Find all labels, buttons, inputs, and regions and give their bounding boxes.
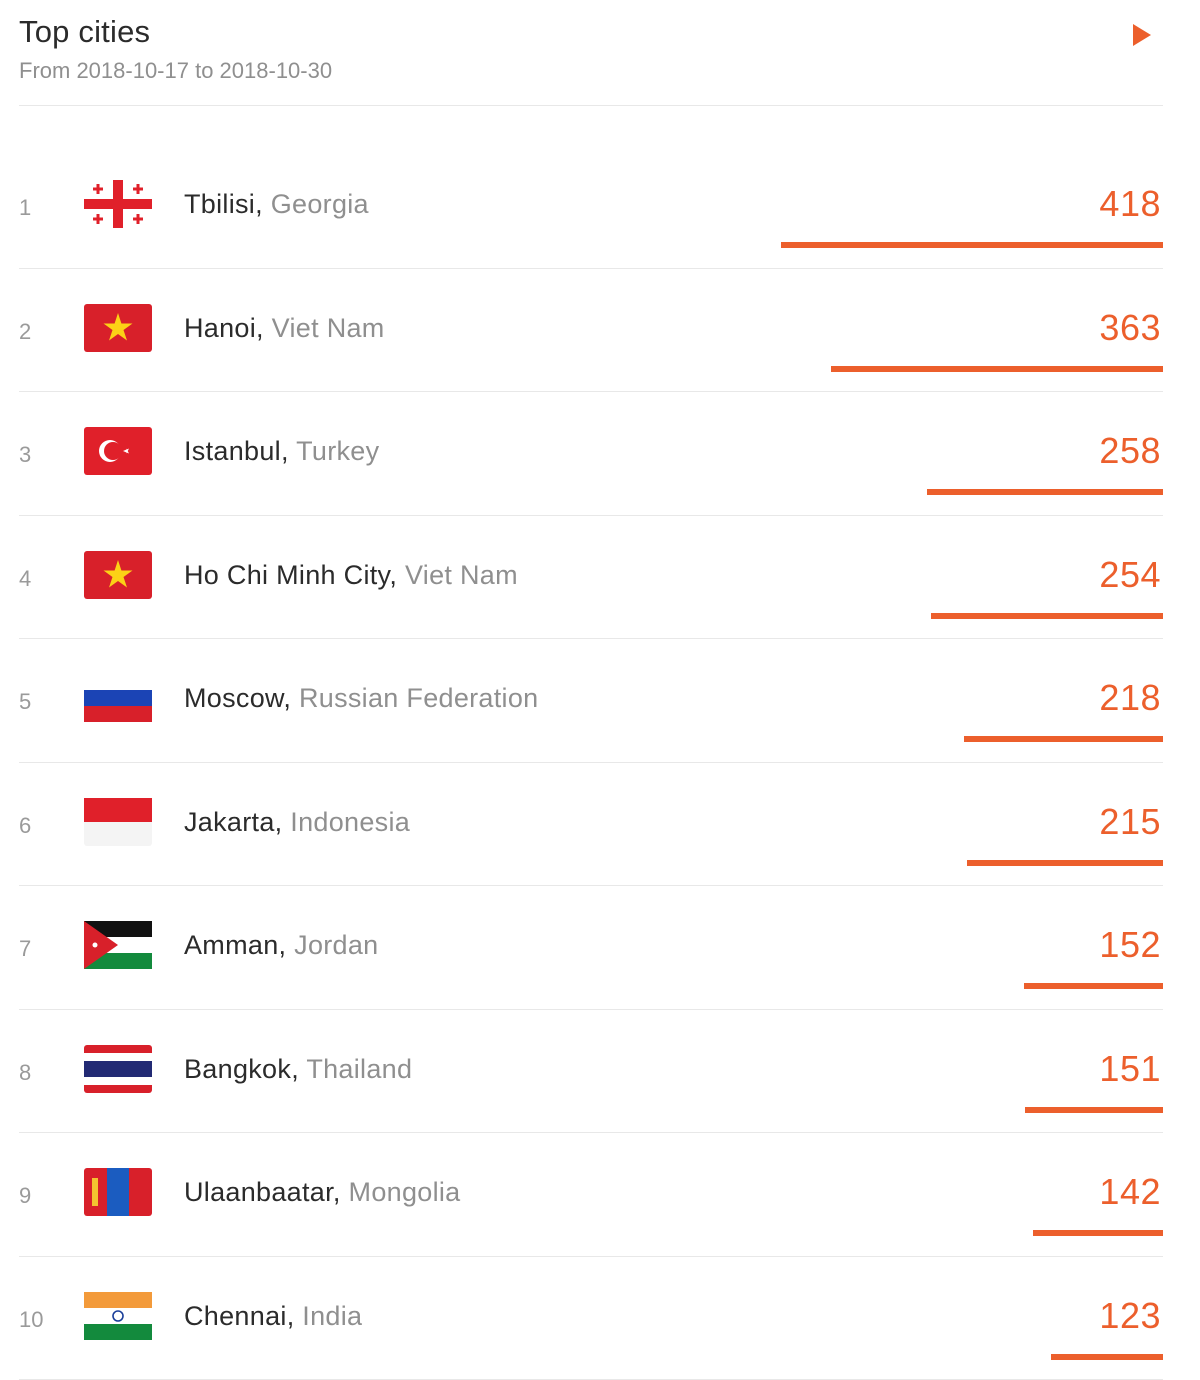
city-name: Ho Chi Minh City <box>184 559 390 590</box>
rank-number: 9 <box>19 1183 32 1208</box>
count-bar <box>1033 1230 1163 1236</box>
city-name: Chennai <box>184 1300 287 1331</box>
country-name: Jordan <box>294 930 379 960</box>
city-name: Ulaanbaatar <box>184 1177 333 1207</box>
visit-count: 254 <box>1099 553 1161 595</box>
card-header: Top cities From 2018-10-17 to 2018-10-30 <box>19 14 1163 106</box>
mongolia-flag-icon <box>84 1168 152 1216</box>
separator: , <box>283 683 299 713</box>
visit-count: 215 <box>1099 800 1161 842</box>
india-flag-icon <box>84 1291 152 1340</box>
country-name: Turkey <box>296 436 380 466</box>
city-name: Tbilisi <box>184 189 256 219</box>
visit-count: 123 <box>1099 1294 1161 1336</box>
location-label: Chennai, India <box>184 1301 362 1332</box>
city-row[interactable]: 1 Tbilisi, Georgia 418 <box>19 145 1163 269</box>
rank-number: 3 <box>19 442 32 467</box>
visit-count: 258 <box>1099 430 1161 471</box>
visit-count: 142 <box>1099 1171 1161 1212</box>
count-bar <box>1051 1353 1163 1360</box>
rank-number: 1 <box>19 195 32 220</box>
city-name: Jakarta <box>184 806 275 837</box>
location-label: Bangkok, Thailand <box>184 1054 412 1085</box>
separator: , <box>332 1177 349 1207</box>
visit-count: 151 <box>1099 1047 1161 1089</box>
city-row[interactable]: 7 Amman, Jordan 152 <box>19 886 1163 1010</box>
visit-count: 418 <box>1099 183 1161 224</box>
card-title: Top cities <box>19 14 151 49</box>
city-name: Istanbul <box>184 436 281 466</box>
city-row[interactable]: 9 Ulaanbaatar, Mongolia 142 <box>19 1133 1163 1257</box>
separator: , <box>255 189 271 219</box>
rank-number: 6 <box>19 812 32 838</box>
vietnam-flag-icon <box>84 303 152 352</box>
count-bar <box>1025 1106 1163 1113</box>
country-name: Mongolia <box>348 1177 461 1207</box>
city-list: 1 Tbilisi, Georgia 418 2 Hanoi, Viet Nam 363 3… <box>19 145 1163 1380</box>
vietnam-flag-icon <box>84 550 152 599</box>
separator: , <box>389 559 405 590</box>
jordan-flag-icon <box>84 921 152 969</box>
country-name: Thailand <box>306 1053 413 1084</box>
next-button[interactable] <box>1129 20 1155 50</box>
location-label: Amman, Jordan <box>184 930 379 961</box>
visit-count: 363 <box>1099 306 1161 348</box>
indonesia-flag-icon <box>84 797 152 846</box>
country-name: Viet Nam <box>271 312 385 343</box>
georgia-flag-icon <box>84 180 152 228</box>
count-bar <box>967 859 1163 866</box>
visit-count: 218 <box>1099 677 1161 718</box>
location-label: Istanbul, Turkey <box>184 436 379 467</box>
date-range: From 2018-10-17 to 2018-10-30 <box>19 58 333 83</box>
count-bar <box>1024 983 1163 989</box>
location-label: Tbilisi, Georgia <box>184 189 369 220</box>
city-name: Moscow <box>184 683 284 713</box>
count-bar <box>964 736 1163 742</box>
location-label: Hanoi, Viet Nam <box>184 313 385 344</box>
separator: , <box>274 806 291 837</box>
turkey-flag-icon <box>84 427 152 475</box>
rank-number: 8 <box>19 1059 32 1085</box>
city-row[interactable]: 2 Hanoi, Viet Nam 363 <box>19 269 1163 392</box>
city-row[interactable]: 5 Moscow, Russian Federation 218 <box>19 639 1163 763</box>
separator: , <box>278 930 295 960</box>
separator: , <box>286 1300 303 1331</box>
count-bar <box>931 612 1163 619</box>
city-row[interactable]: 3 Istanbul, Turkey 258 <box>19 392 1163 516</box>
count-bar <box>927 489 1163 495</box>
count-bar <box>831 365 1163 372</box>
thailand-flag-icon <box>84 1044 152 1093</box>
rank-number: 7 <box>19 936 32 961</box>
location-label: Jakarta, Indonesia <box>184 807 410 838</box>
rank-number: 5 <box>19 689 32 714</box>
location-label: Ulaanbaatar, Mongolia <box>184 1177 461 1208</box>
country-name: Russian Federation <box>298 683 539 713</box>
rank-number: 2 <box>19 318 32 344</box>
city-name: Hanoi <box>184 312 257 343</box>
separator: , <box>280 436 297 466</box>
country-name: Georgia <box>270 189 369 219</box>
country-name: Viet Nam <box>404 559 518 590</box>
count-bar <box>781 242 1163 248</box>
russia-flag-icon <box>84 674 152 722</box>
country-name: Indonesia <box>290 806 411 837</box>
location-label: Ho Chi Minh City, Viet Nam <box>184 560 518 591</box>
separator: , <box>256 312 272 343</box>
city-row[interactable]: 6 Jakarta, Indonesia 215 <box>19 763 1163 886</box>
separator: , <box>291 1053 307 1084</box>
city-name: Bangkok <box>184 1053 292 1084</box>
rank-number: 4 <box>19 565 32 591</box>
city-name: Amman <box>184 930 279 960</box>
rank-number: 10 <box>19 1306 44 1332</box>
play-arrow-icon <box>1133 24 1151 46</box>
city-row[interactable]: 10 Chennai, India 123 <box>19 1257 1163 1380</box>
country-name: India <box>302 1300 363 1331</box>
location-label: Moscow, Russian Federation <box>184 683 538 714</box>
city-row[interactable]: 4 Ho Chi Minh City, Viet Nam 254 <box>19 516 1163 639</box>
city-row[interactable]: 8 Bangkok, Thailand 151 <box>19 1010 1163 1133</box>
visit-count: 152 <box>1099 924 1161 965</box>
